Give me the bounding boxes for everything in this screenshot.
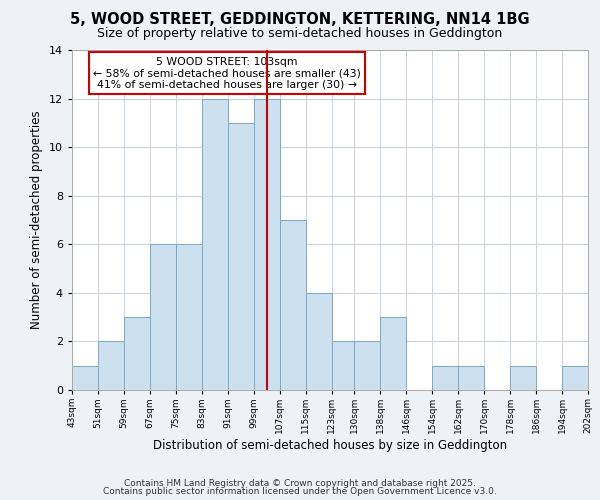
Y-axis label: Number of semi-detached properties: Number of semi-detached properties	[30, 110, 43, 330]
Bar	[510, 366, 536, 390]
X-axis label: Distribution of semi-detached houses by size in Geddington: Distribution of semi-detached houses by …	[153, 439, 507, 452]
Bar	[124, 317, 150, 390]
Bar	[254, 98, 280, 390]
Text: 5 WOOD STREET: 103sqm
← 58% of semi-detached houses are smaller (43)
41% of semi: 5 WOOD STREET: 103sqm ← 58% of semi-deta…	[93, 57, 361, 90]
Bar	[458, 366, 484, 390]
Bar	[432, 366, 458, 390]
Bar	[355, 342, 380, 390]
Bar	[332, 342, 355, 390]
Text: Contains public sector information licensed under the Open Government Licence v3: Contains public sector information licen…	[103, 487, 497, 496]
Text: Size of property relative to semi-detached houses in Geddington: Size of property relative to semi-detach…	[97, 28, 503, 40]
Bar	[176, 244, 202, 390]
Bar	[380, 317, 406, 390]
Bar	[280, 220, 305, 390]
Text: 5, WOOD STREET, GEDDINGTON, KETTERING, NN14 1BG: 5, WOOD STREET, GEDDINGTON, KETTERING, N…	[70, 12, 530, 28]
Bar	[98, 342, 124, 390]
Bar	[150, 244, 176, 390]
Bar	[228, 123, 254, 390]
Bar	[202, 98, 228, 390]
Bar	[72, 366, 98, 390]
Text: Contains HM Land Registry data © Crown copyright and database right 2025.: Contains HM Land Registry data © Crown c…	[124, 478, 476, 488]
Bar	[562, 366, 588, 390]
Bar	[305, 293, 332, 390]
